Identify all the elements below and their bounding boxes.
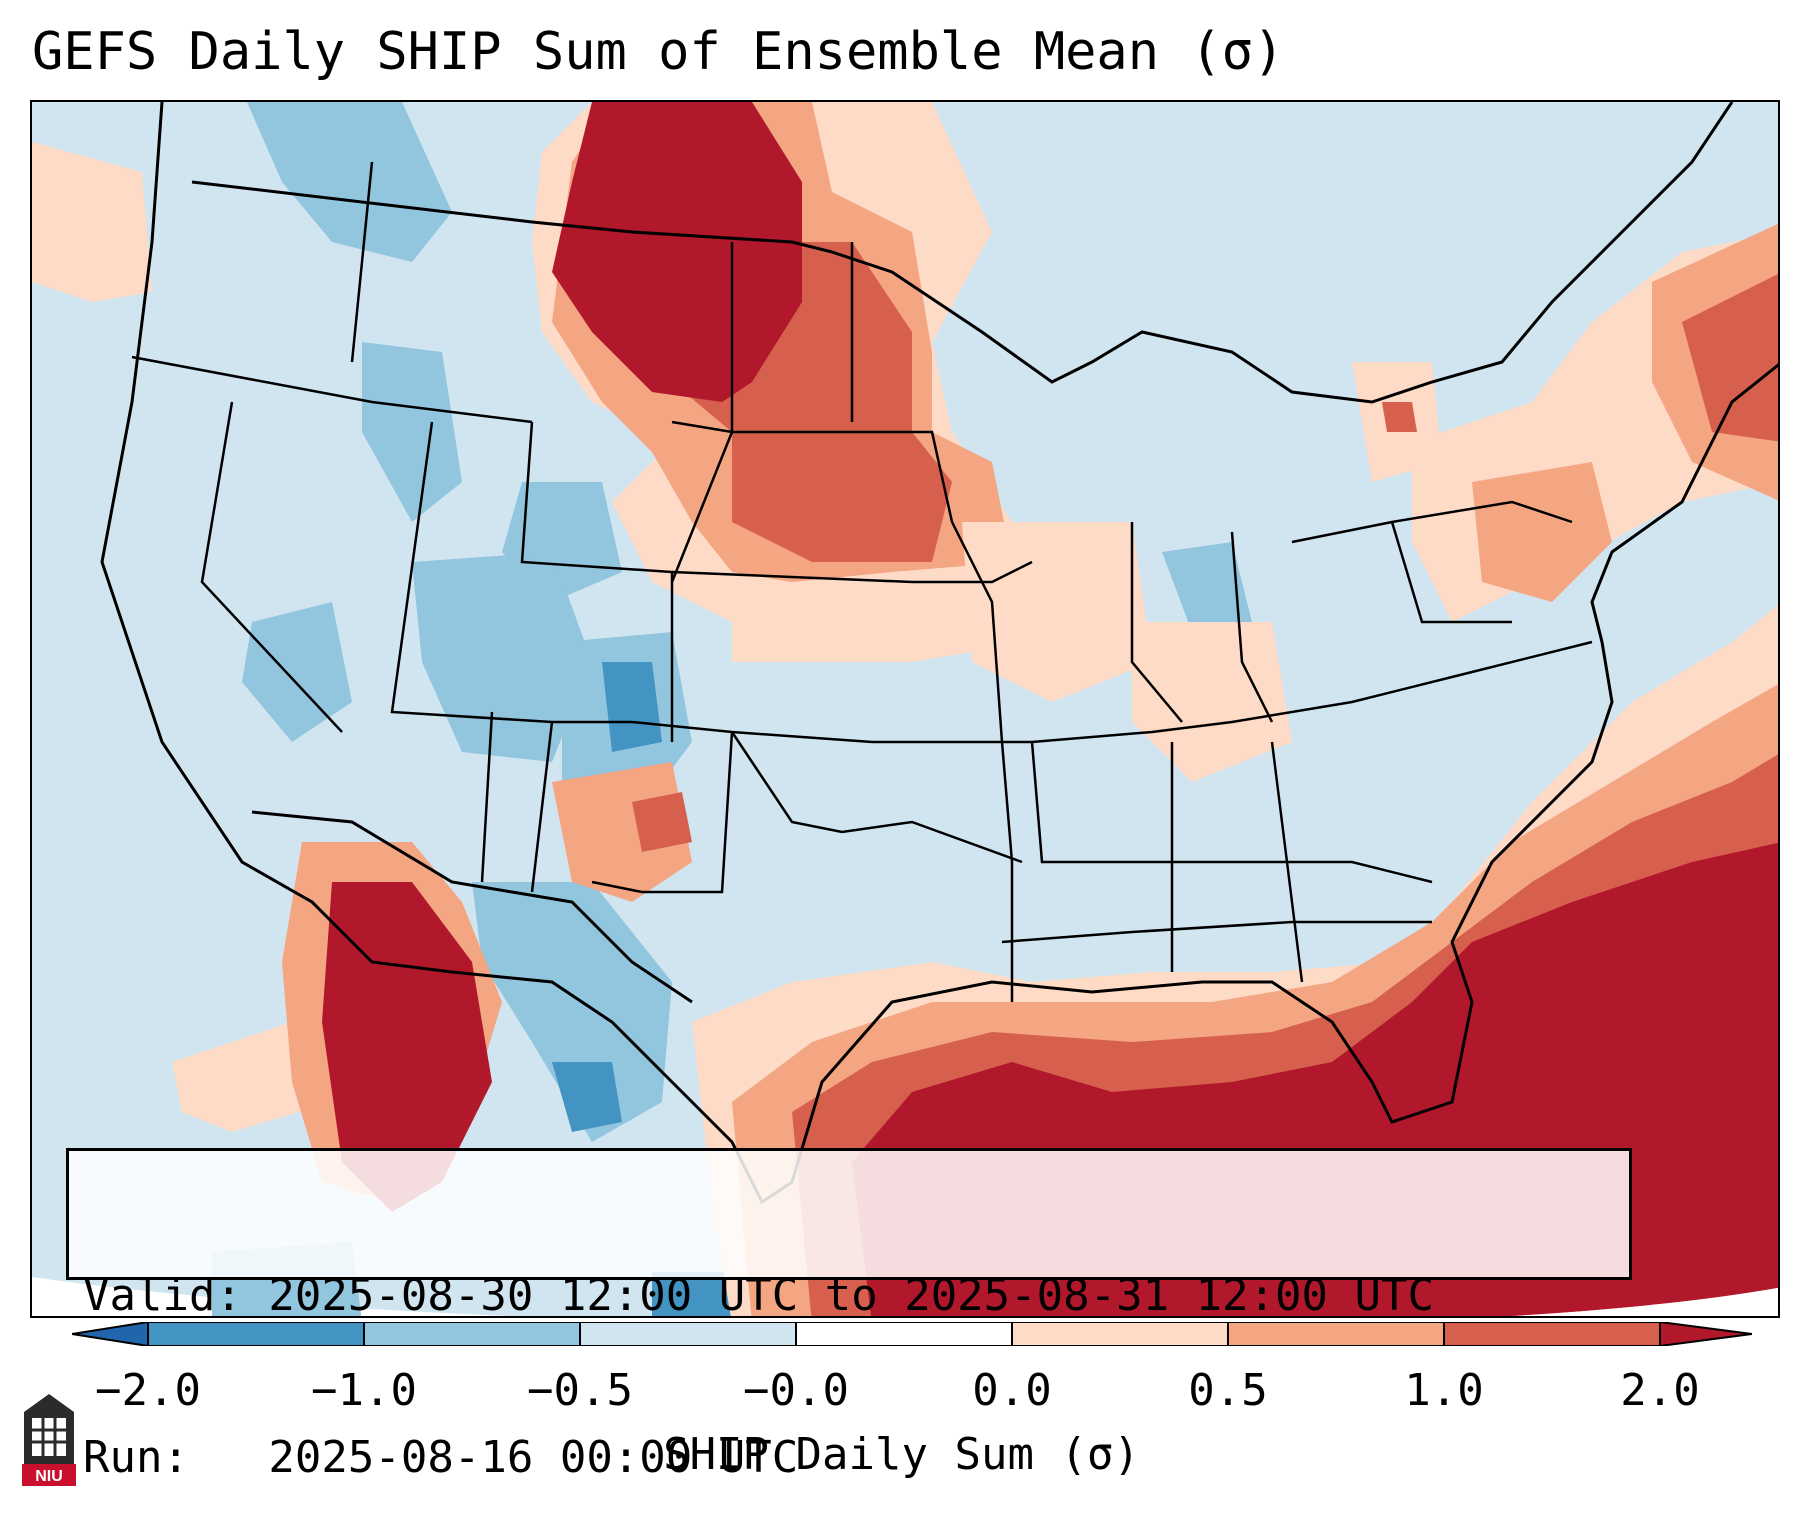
shading-gt2 xyxy=(552,102,802,402)
logo-window-block xyxy=(32,1418,66,1456)
ship-map xyxy=(32,102,1778,1316)
colorbar-tick-label: 0.0 xyxy=(972,1365,1052,1416)
colorbar-tick-label: −2.0 xyxy=(95,1365,201,1416)
colorbar-axis-label: SHIP Daily Sum (σ) xyxy=(663,1429,1140,1480)
colorbar-bin xyxy=(1012,1322,1228,1346)
shading-neg1-neg0.5 xyxy=(412,552,592,762)
state-borders xyxy=(131,161,1593,1002)
colorbar-bin xyxy=(364,1322,580,1346)
map-title: GEFS Daily SHIP Sum of Ensemble Mean (σ) xyxy=(32,22,1285,82)
canada-border xyxy=(191,180,833,254)
run-time-text: Run: 2025-08-16 00:00 UTC xyxy=(83,1432,799,1483)
shading-1-2 xyxy=(1682,274,1778,442)
colorbar-tick-label: 0.5 xyxy=(1188,1365,1268,1416)
logo-banner xyxy=(22,1464,76,1486)
colorbar-extend-high xyxy=(1660,1322,1752,1346)
mexico-border xyxy=(251,810,693,1004)
valid-time-text: Valid: 2025-08-30 12:00 UTC to 2025-08-3… xyxy=(83,1270,1435,1321)
shading-neg1-neg0.5 xyxy=(362,342,462,522)
colorbar-tick-label: −0.5 xyxy=(527,1365,633,1416)
colorbar-tick-marks xyxy=(147,1322,1661,1346)
colorbar-bin xyxy=(148,1322,364,1346)
colorbar-tick-label: 1.0 xyxy=(1404,1365,1484,1416)
colorbar-bin xyxy=(1444,1322,1660,1346)
map-panel xyxy=(30,100,1780,1318)
colorbar-bin xyxy=(796,1322,1012,1346)
shading-0.5-1 xyxy=(1472,462,1612,602)
colorbar-tick-label: −1.0 xyxy=(311,1365,417,1416)
shading-0-0.5 xyxy=(32,142,152,302)
logo-window-grid xyxy=(32,1418,66,1456)
shading-neg2-neg1 xyxy=(602,662,662,752)
colorbar-bin xyxy=(580,1322,796,1346)
coastline xyxy=(100,102,1778,1205)
shading-neg2-neg1 xyxy=(552,1062,622,1132)
shading-neg1-neg0.5 xyxy=(242,602,352,742)
colorbar-tick-label: −0.0 xyxy=(743,1365,849,1416)
shading-neg1-neg0.5 xyxy=(247,102,452,262)
shading-1-2 xyxy=(632,792,692,852)
logo-text: NIU xyxy=(35,1468,63,1485)
shading-0-0.5 xyxy=(962,522,1152,702)
great-lakes-border xyxy=(831,102,1734,404)
shading-gt2 xyxy=(322,882,492,1212)
niu-logo: NIU xyxy=(22,1394,76,1486)
colorbar-tick-label: 2.0 xyxy=(1620,1365,1700,1416)
shading-1-2 xyxy=(1382,402,1417,432)
colorbar-extend-low xyxy=(72,1322,148,1346)
valid-run-info-box: Valid: 2025-08-30 12:00 UTC to 2025-08-3… xyxy=(66,1148,1632,1483)
colorbar-bin xyxy=(1228,1322,1444,1346)
shading-neg1-neg0.5 xyxy=(1162,542,1252,632)
shading-neg1-neg0.5 xyxy=(472,882,672,1142)
colorbar xyxy=(72,1322,1752,1346)
